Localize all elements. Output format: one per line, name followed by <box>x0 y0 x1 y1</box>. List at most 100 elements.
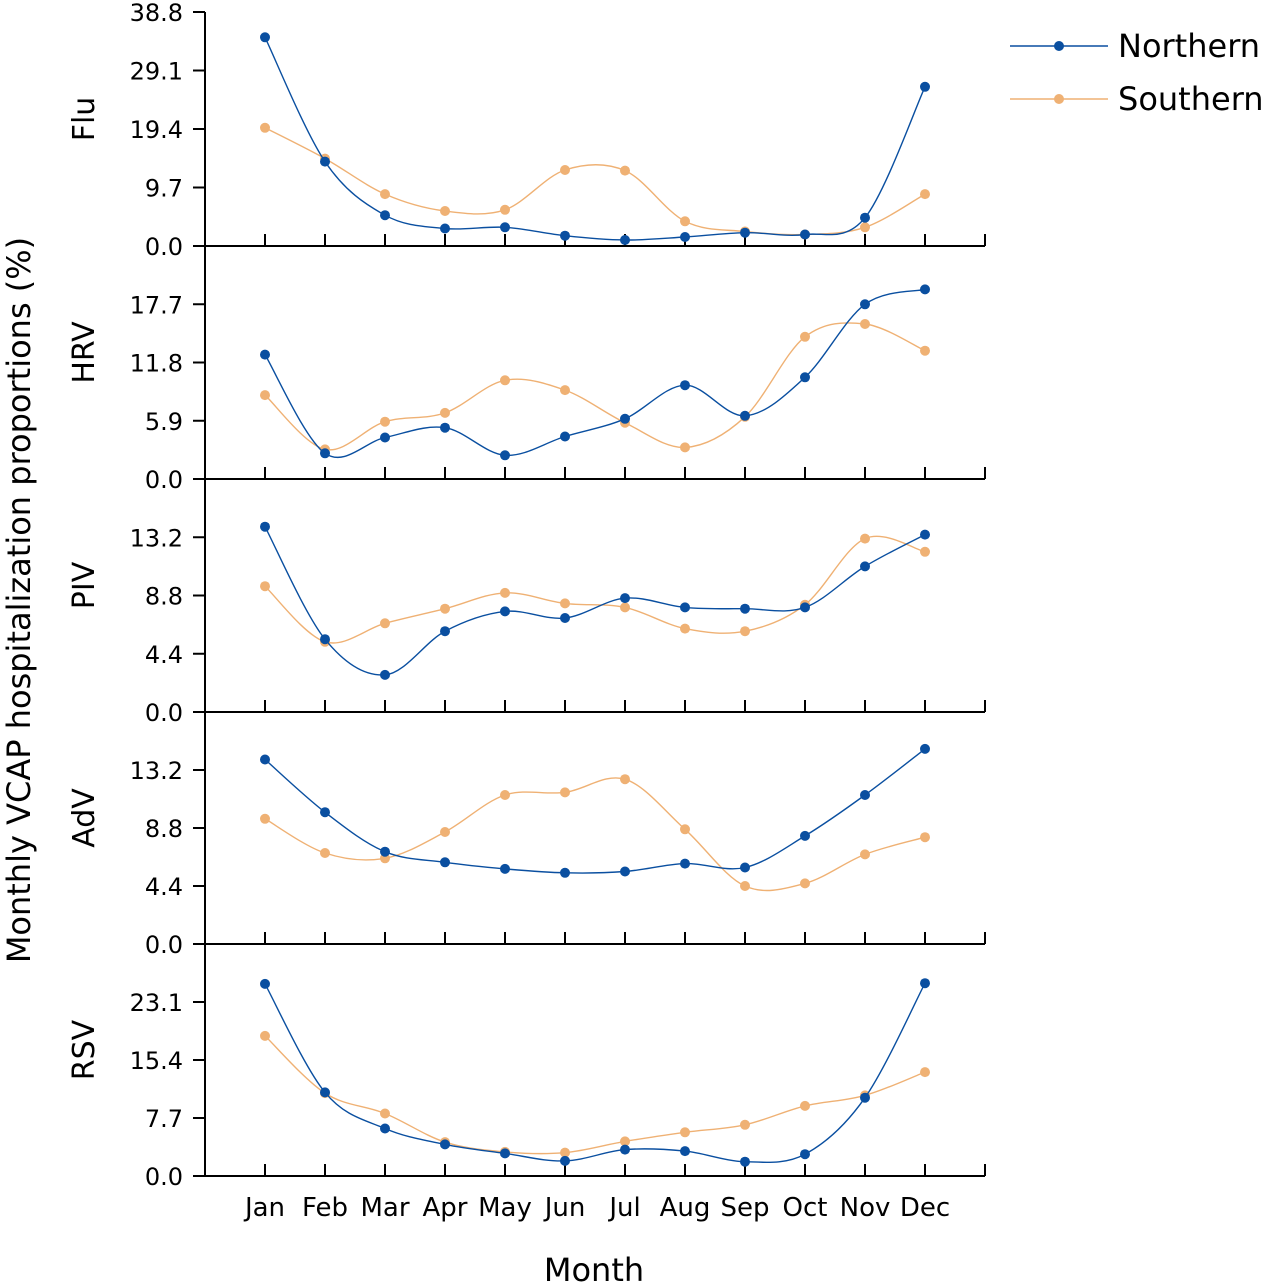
data-point-northern <box>560 230 570 241</box>
y-tick-label: 7.7 <box>145 1105 183 1133</box>
month-label-dec: Dec <box>900 1193 950 1223</box>
panel-label-adv: AdV <box>67 788 102 848</box>
data-point-northern <box>260 978 270 989</box>
data-point-northern <box>680 602 690 613</box>
y-tick-label: 8.8 <box>145 815 183 843</box>
panel-hrv: 0.0 5.9 11.8 17.7 HRV <box>67 246 986 494</box>
data-point-southern <box>560 165 570 175</box>
y-tick-label: 0.0 <box>145 466 183 494</box>
month-label-jun: Jun <box>543 1193 586 1223</box>
data-point-southern <box>440 603 450 614</box>
y-tick-label: 11.8 <box>130 350 183 378</box>
month-label-apr: Apr <box>423 1193 468 1223</box>
data-point-northern <box>740 603 750 614</box>
data-point-southern <box>740 881 750 891</box>
data-point-southern <box>440 206 450 216</box>
data-point-southern <box>380 618 390 629</box>
data-point-northern <box>320 1087 330 1098</box>
data-point-northern <box>440 223 450 234</box>
data-point-southern <box>380 189 390 200</box>
y-tick-label: 9.7 <box>145 175 183 203</box>
data-point-northern <box>320 448 330 459</box>
data-point-northern <box>260 521 270 532</box>
data-point-northern <box>320 156 330 167</box>
data-point-northern <box>260 349 270 360</box>
data-point-southern <box>860 222 870 233</box>
y-tick-label: 0.0 <box>145 1163 183 1191</box>
data-point-northern <box>680 858 690 869</box>
data-point-northern <box>620 413 630 424</box>
month-axis: Jan Feb Mar Apr May Jun Jul Aug Sep Oct Nov Dec <box>243 1193 950 1223</box>
data-point-southern <box>320 848 330 858</box>
series-line-northern <box>264 526 926 676</box>
data-point-northern <box>920 743 930 754</box>
panel-adv: 0.0 4.4 8.8 13.2 AdV <box>67 712 986 959</box>
series-line-northern <box>264 37 926 241</box>
data-point-southern <box>380 1108 390 1119</box>
series-line-northern <box>264 748 926 874</box>
data-point-northern <box>380 432 390 443</box>
data-point-northern <box>680 232 690 242</box>
y-tick-label: 13.2 <box>130 524 183 552</box>
legend-label: Northern <box>1118 27 1260 65</box>
series-line-northern <box>264 982 926 1164</box>
data-point-southern <box>680 623 690 634</box>
month-label-nov: Nov <box>840 1193 891 1223</box>
month-label-feb: Feb <box>302 1193 348 1223</box>
data-point-southern <box>740 626 750 637</box>
data-point-southern <box>500 375 510 386</box>
data-point-northern <box>920 81 930 92</box>
data-point-northern <box>440 422 450 433</box>
data-point-northern <box>800 229 810 240</box>
data-point-northern <box>920 529 930 540</box>
y-tick-label: 0.0 <box>145 931 183 959</box>
data-point-southern <box>620 1136 630 1147</box>
data-point-northern <box>380 669 390 680</box>
data-point-southern <box>620 165 630 176</box>
data-point-northern <box>920 284 930 295</box>
y-tick-label: 38.8 <box>130 0 183 27</box>
data-point-northern <box>680 1146 690 1157</box>
legend-marker <box>1054 94 1064 104</box>
data-point-southern <box>620 602 630 613</box>
y-tick-label: 0.0 <box>145 699 183 727</box>
data-point-northern <box>440 1139 450 1150</box>
data-point-southern <box>800 878 810 889</box>
data-point-northern <box>800 830 810 841</box>
data-point-southern <box>680 824 690 835</box>
y-tick-label: 13.2 <box>130 757 183 785</box>
data-point-northern <box>860 299 870 310</box>
data-point-northern <box>800 372 810 383</box>
y-axis-title: Monthly VCAP hospitalization proportions… <box>0 237 38 963</box>
data-point-southern <box>560 787 570 798</box>
data-point-southern <box>560 1147 570 1158</box>
panel-label-rsv: RSV <box>67 1019 102 1080</box>
legend-item-northern: Northern <box>1010 27 1260 65</box>
data-point-southern <box>260 122 270 133</box>
data-point-southern <box>860 849 870 860</box>
data-point-southern <box>380 416 390 427</box>
series-line-southern <box>264 322 926 451</box>
data-point-northern <box>500 450 510 461</box>
data-point-northern <box>800 1149 810 1160</box>
data-point-northern <box>500 863 510 874</box>
data-point-southern <box>260 813 270 824</box>
data-point-northern <box>260 32 270 43</box>
y-tick-label: 4.4 <box>145 873 183 901</box>
y-tick-label: 15.4 <box>130 1047 183 1075</box>
data-point-southern <box>920 189 930 200</box>
panel-flu: 0.0 9.7 19.4 29.1 38.8 Flu <box>67 0 986 261</box>
panel-rsv: 0.0 7.7 15.4 23.1 RSV <box>67 944 986 1191</box>
data-point-southern <box>920 345 930 356</box>
data-point-southern <box>440 827 450 837</box>
data-point-southern <box>500 204 510 215</box>
data-point-northern <box>500 606 510 617</box>
data-point-northern <box>380 1123 390 1134</box>
data-point-southern <box>800 331 810 342</box>
data-point-northern <box>440 626 450 637</box>
legend-marker <box>1054 41 1064 51</box>
data-point-southern <box>560 385 570 396</box>
data-point-southern <box>440 407 450 418</box>
data-point-southern <box>260 1030 270 1041</box>
